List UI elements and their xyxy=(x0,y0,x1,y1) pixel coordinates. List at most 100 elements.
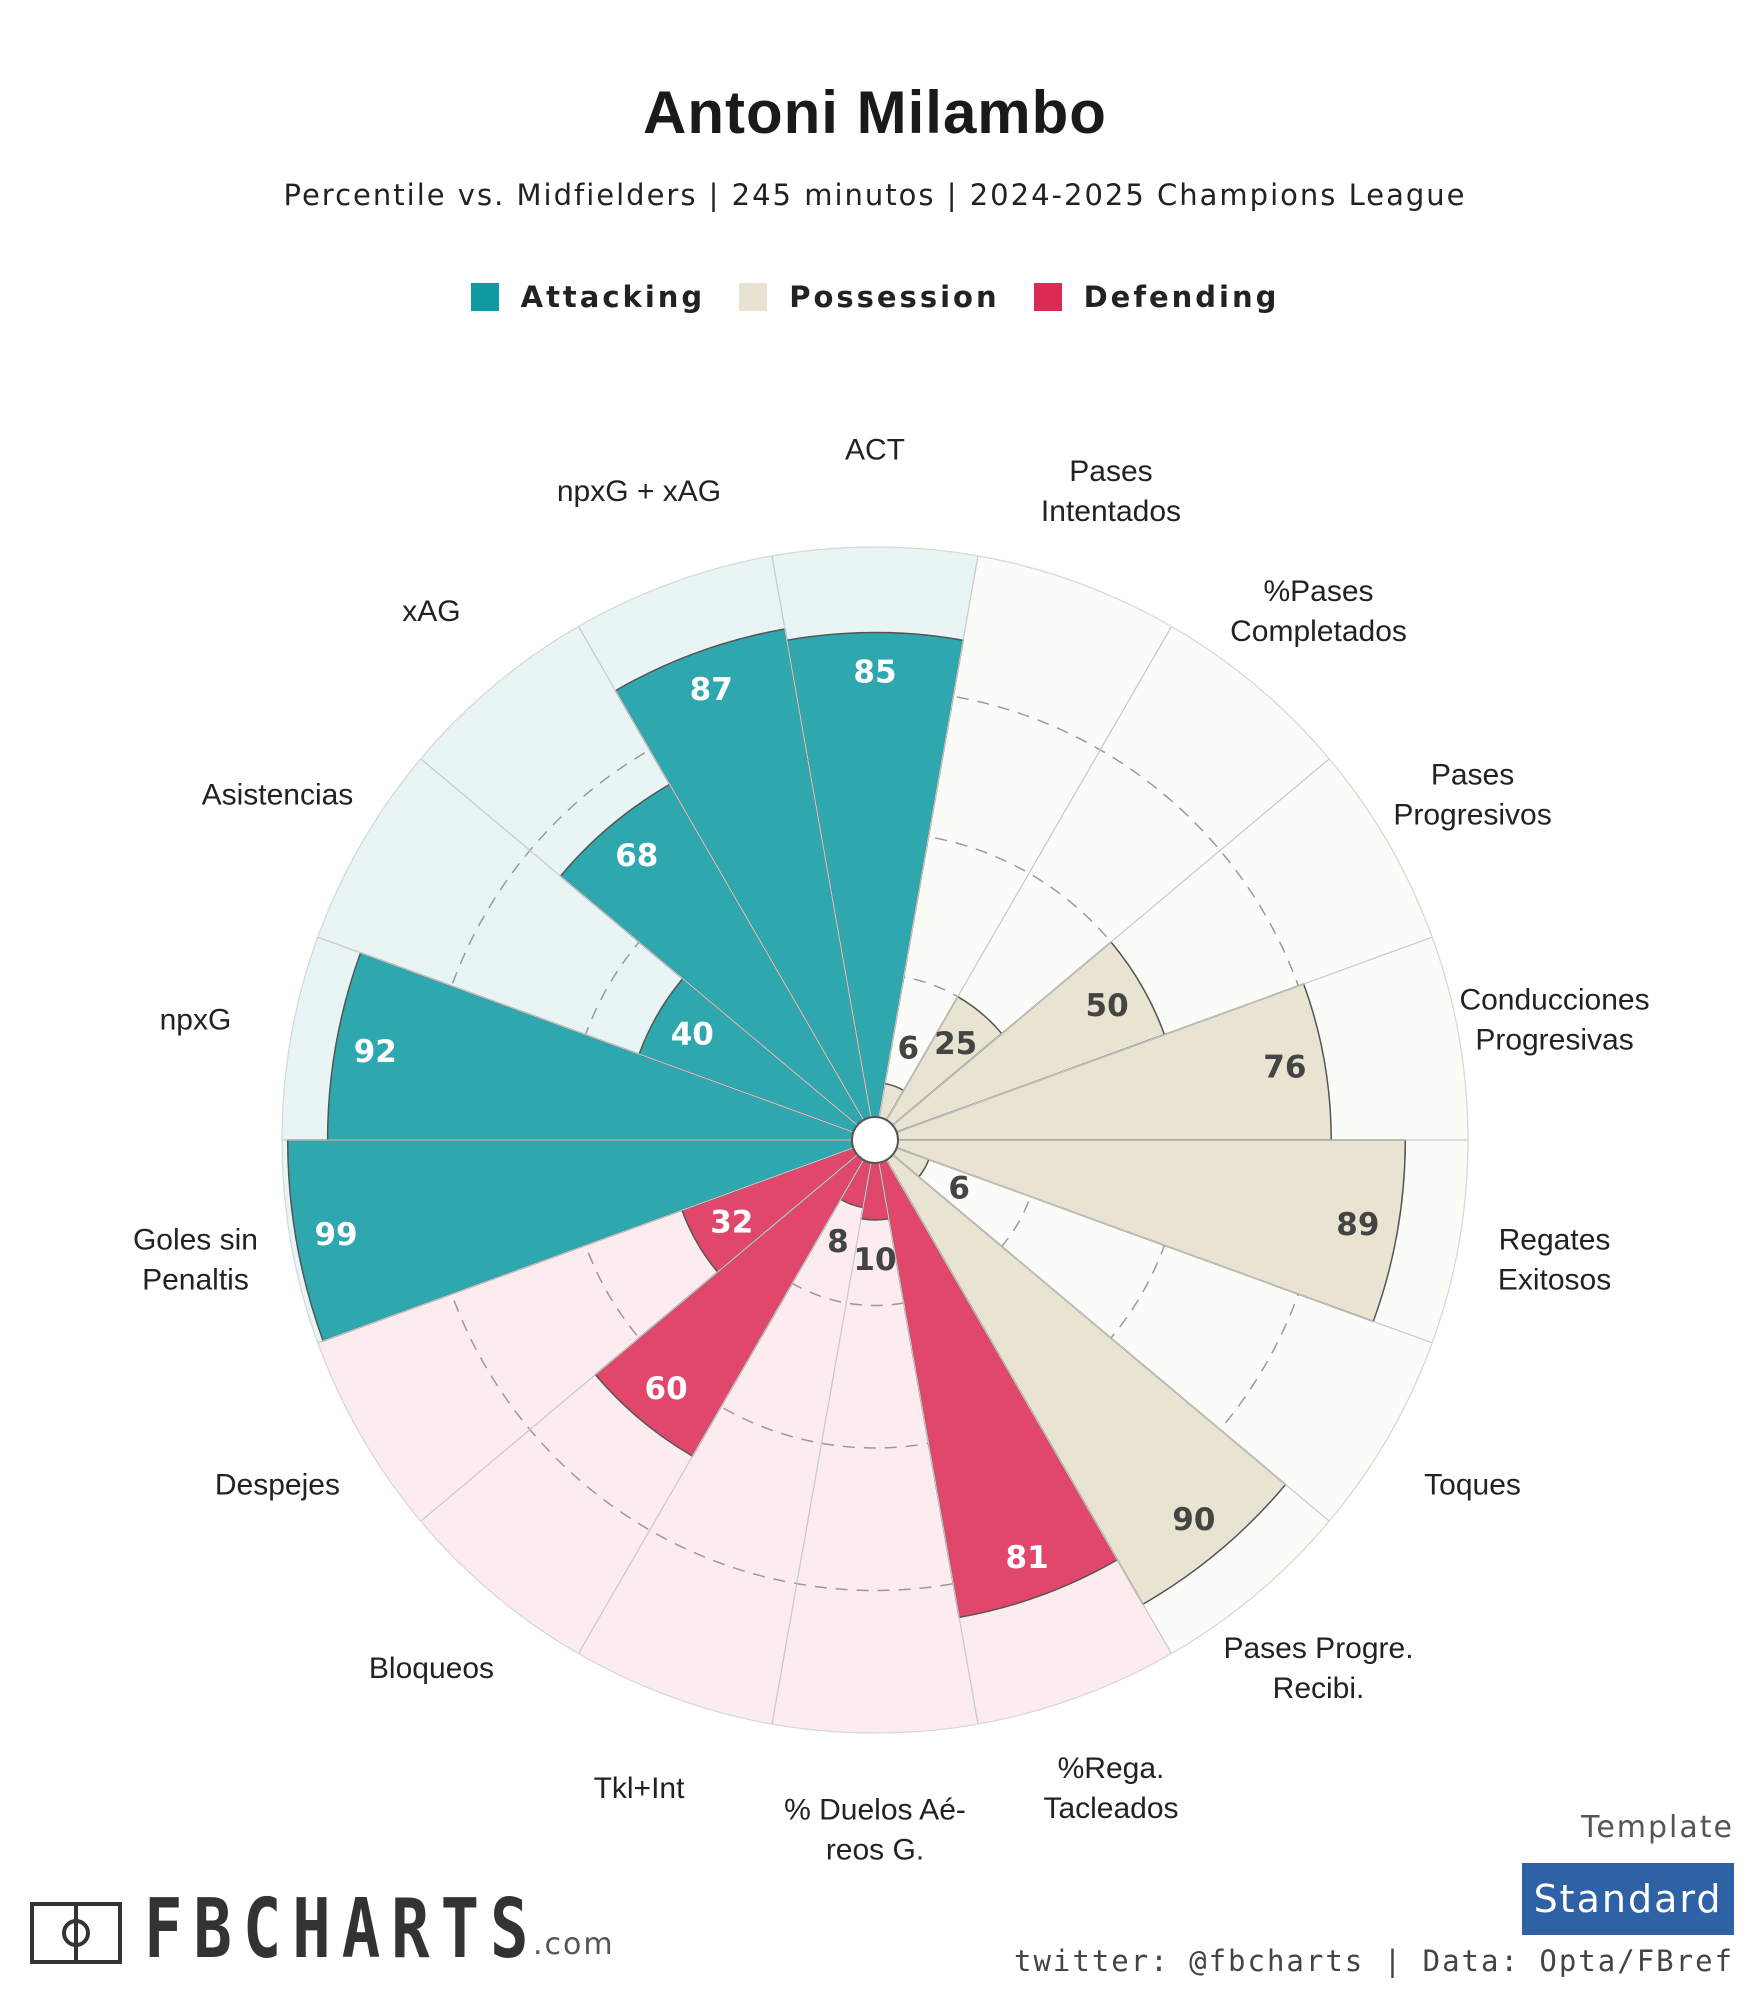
value-label-npxg: 92 xyxy=(354,1034,397,1070)
category-label-line: Despejes xyxy=(215,1469,340,1502)
category-label-line: Exitosos xyxy=(1498,1263,1611,1296)
category-labels: ACT Pases Intentados %Pases Completados Pases… xyxy=(133,434,1650,1867)
category-label-line: Progresivas xyxy=(1475,1024,1633,1057)
category-label-npxg: npxG xyxy=(160,1004,232,1037)
category-label-conducciones-progresivas: Conducciones Progresivas xyxy=(1459,984,1649,1057)
category-label-line: Bloqueos xyxy=(369,1652,494,1685)
category-label-act: ACT xyxy=(845,434,905,467)
sector-separator xyxy=(896,936,1433,1133)
value-label-goles-sin-penaltis: 99 xyxy=(314,1217,357,1253)
category-label-line: Pases Progre. xyxy=(1223,1632,1413,1665)
category-label-pases-intentados: Pases Intentados xyxy=(1041,455,1181,528)
sector-separator xyxy=(317,936,854,1133)
sector-bg-toques xyxy=(892,1147,1433,1522)
category-label-line: Tkl+Int xyxy=(594,1772,686,1805)
value-label-regates-exitosos: 89 xyxy=(1336,1207,1379,1243)
category-label-line: Pases xyxy=(1069,455,1152,488)
category-label-line: Goles sin xyxy=(133,1223,258,1256)
category-label-toques: Toques xyxy=(1424,1469,1521,1502)
category-label-duelos-aereos-g: % Duelos Aé-reos G. xyxy=(784,1794,966,1867)
legend-swatch-possession xyxy=(739,283,768,311)
credits: twitter: @fbcharts | Data: Opta/FBref xyxy=(1013,1944,1734,1978)
category-label-line: %Rega. xyxy=(1058,1752,1165,1785)
sector-separator xyxy=(771,1162,872,1725)
category-label-asistencias: Asistencias xyxy=(202,779,354,812)
sector-separator xyxy=(878,1162,979,1725)
value-label-tkl-int: 8 xyxy=(827,1224,849,1260)
category-label-line: reos G. xyxy=(826,1834,924,1867)
bars xyxy=(286,628,1407,1619)
category-label-pases-progresivos: Pases Progresivos xyxy=(1393,759,1551,832)
category-label-despejes: Despejes xyxy=(215,1469,340,1502)
sector-separators xyxy=(281,546,1469,1734)
sector-separator xyxy=(896,1147,1433,1344)
sector-separator xyxy=(892,758,1330,1126)
template-label: Template xyxy=(1581,1810,1734,1845)
template-badge: Standard xyxy=(1522,1863,1734,1935)
category-label-line: Intentados xyxy=(1041,495,1181,528)
value-label-despejes: 32 xyxy=(710,1205,753,1241)
category-label-rega-tacleados: %Rega. Tacleados xyxy=(1043,1752,1178,1825)
sector-bg-pases-intentados xyxy=(878,556,1172,1121)
sector-separator xyxy=(577,1159,865,1654)
value-label-pases-completados: 25 xyxy=(934,1026,977,1062)
category-label-line: Completados xyxy=(1230,615,1407,648)
value-label-pases-intentados: 6 xyxy=(897,1031,919,1067)
sector-bg-pases-completados xyxy=(886,626,1330,1126)
value-label-asistencias: 40 xyxy=(671,1017,714,1053)
category-label-line: Pases xyxy=(1431,759,1514,792)
pitch-icon xyxy=(30,1902,122,1964)
value-label-toques: 6 xyxy=(948,1171,970,1207)
value-label-pases-progresivos: 50 xyxy=(1086,988,1129,1024)
legend-item-defending: Defending xyxy=(1033,280,1280,314)
legend-label-defending: Defending xyxy=(1083,280,1280,314)
sector-separator xyxy=(420,758,858,1126)
category-label-tkl-int: Tkl+Int xyxy=(594,1772,686,1805)
category-label-line: Regates xyxy=(1499,1223,1611,1256)
category-label-line: Recibi. xyxy=(1273,1672,1365,1705)
chart-title: Antoni Milambo xyxy=(643,79,1107,146)
brand-suffix: .com xyxy=(532,1927,615,1962)
value-labels: 85 6 25 50 76 89 6 90 81 108 60 32 99 92 40 68 87 xyxy=(314,655,1379,1576)
legend-label-possession: Possession xyxy=(789,280,1000,314)
category-label-line: ACT xyxy=(845,434,905,467)
legend: Attacking Possession Defending xyxy=(0,280,1750,314)
value-label-npxg-xag: 87 xyxy=(690,672,733,708)
category-label-bloqueos: Bloqueos xyxy=(369,1652,494,1685)
category-label-line: Tacleados xyxy=(1043,1792,1178,1825)
value-label-pases-progre-recibi: 90 xyxy=(1172,1502,1215,1538)
legend-label-attacking: Attacking xyxy=(520,280,706,314)
value-label-duelos-aereos-g: 10 xyxy=(853,1242,896,1278)
category-label-line: Progresivos xyxy=(1393,799,1551,832)
category-label-line: Toques xyxy=(1424,1469,1521,1502)
legend-item-attacking: Attacking xyxy=(470,280,706,314)
legend-swatch-defending xyxy=(1033,283,1062,311)
category-label-line: xAG xyxy=(402,595,460,628)
sector-separator xyxy=(317,1147,854,1344)
center-hole xyxy=(851,1116,899,1164)
category-label-line: Conducciones xyxy=(1459,984,1649,1017)
value-label-bloqueos: 60 xyxy=(645,1371,688,1407)
category-label-line: npxG xyxy=(160,1004,232,1037)
brand-logo: FBCHARTS .com xyxy=(30,1882,615,1977)
category-label-line: % Duelos Aé- xyxy=(784,1794,966,1827)
value-label-rega-tacleados: 81 xyxy=(1006,1540,1049,1576)
chart-subtitle: Percentile vs. Midfielders | 245 minutos… xyxy=(283,178,1467,212)
category-label-pases-completados: %Pases Completados xyxy=(1230,575,1407,648)
sector-separator xyxy=(892,1154,1330,1522)
category-label-line: npxG + xAG xyxy=(557,475,721,508)
value-label-conducciones-progresivas: 76 xyxy=(1263,1050,1306,1086)
category-label-npxg-xag: npxG + xAG xyxy=(557,475,721,508)
sector-bg-tkl-int xyxy=(578,1159,872,1724)
sector-separator xyxy=(878,555,979,1118)
legend-item-possession: Possession xyxy=(739,280,999,314)
legend-swatch-attacking xyxy=(470,283,499,311)
sector-separator xyxy=(577,626,865,1121)
brand-name: FBCHARTS xyxy=(144,1882,540,1977)
sector-separator xyxy=(771,555,872,1118)
category-label-line: Asistencias xyxy=(202,779,354,812)
sector-separator xyxy=(885,1159,1173,1654)
category-label-pases-progre-recibi: Pases Progre. Recibi. xyxy=(1223,1632,1413,1705)
category-label-line: Penaltis xyxy=(142,1263,249,1296)
